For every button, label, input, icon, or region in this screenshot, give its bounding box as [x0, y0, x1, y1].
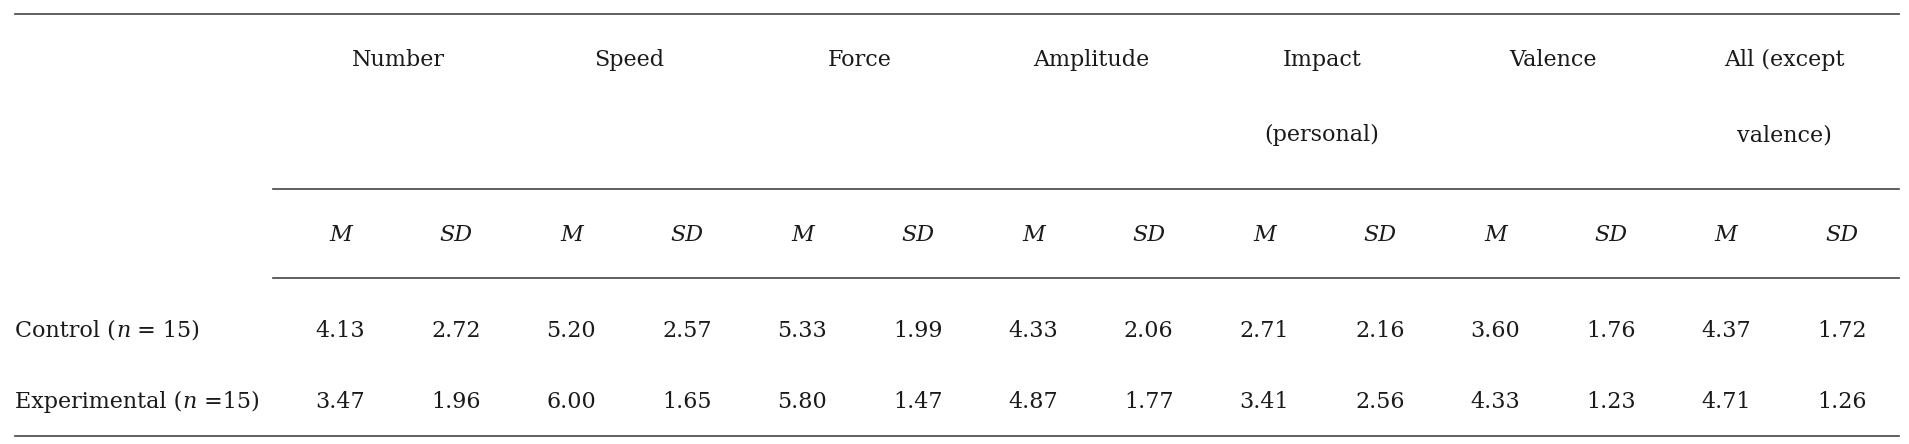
Text: SD: SD	[1363, 224, 1395, 246]
Text: 2.16: 2.16	[1355, 320, 1405, 342]
Text: M: M	[328, 224, 351, 246]
Text: 2.72: 2.72	[431, 320, 481, 342]
Text: 1.72: 1.72	[1817, 320, 1867, 342]
Text: Control (: Control (	[15, 320, 116, 342]
Text: SD: SD	[901, 224, 934, 246]
Text: 4.87: 4.87	[1008, 391, 1058, 413]
Text: M: M	[790, 224, 813, 246]
Text: 4.33: 4.33	[1008, 320, 1058, 342]
Text: valence): valence)	[1737, 124, 1831, 147]
Text: = 15): = 15)	[130, 320, 200, 342]
Text: 2.56: 2.56	[1355, 391, 1405, 413]
Text: 1.23: 1.23	[1586, 391, 1636, 413]
Text: 5.80: 5.80	[777, 391, 827, 413]
Text: 5.20: 5.20	[546, 320, 596, 342]
Text: 1.26: 1.26	[1817, 391, 1867, 413]
Text: (personal): (personal)	[1264, 124, 1380, 147]
Text: Amplitude: Amplitude	[1033, 49, 1149, 71]
Text: SD: SD	[670, 224, 703, 246]
Text: n: n	[116, 320, 130, 342]
Text: 5.33: 5.33	[777, 320, 827, 342]
Text: 3.47: 3.47	[315, 391, 365, 413]
Text: SD: SD	[1594, 224, 1626, 246]
Text: 4.37: 4.37	[1701, 320, 1751, 342]
Text: 1.96: 1.96	[431, 391, 481, 413]
Text: 1.77: 1.77	[1124, 391, 1174, 413]
Text: 3.41: 3.41	[1239, 391, 1289, 413]
Text: Force: Force	[829, 49, 892, 71]
Text: SD: SD	[1132, 224, 1164, 246]
Text: Speed: Speed	[594, 49, 664, 71]
Text: All (except: All (except	[1724, 49, 1844, 71]
Text: Impact: Impact	[1283, 49, 1361, 71]
Text: M: M	[559, 224, 582, 246]
Text: 1.65: 1.65	[662, 391, 712, 413]
Text: 2.06: 2.06	[1124, 320, 1174, 342]
Text: 1.47: 1.47	[893, 391, 943, 413]
Text: n: n	[183, 391, 197, 413]
Text: Experimental (: Experimental (	[15, 391, 183, 413]
Text: Valence: Valence	[1510, 49, 1596, 71]
Text: 4.71: 4.71	[1701, 391, 1751, 413]
Text: 2.71: 2.71	[1239, 320, 1289, 342]
Text: 1.99: 1.99	[893, 320, 943, 342]
Text: SD: SD	[439, 224, 472, 246]
Text: M: M	[1021, 224, 1044, 246]
Text: SD: SD	[1825, 224, 1857, 246]
Text: Number: Number	[351, 49, 445, 71]
Text: M: M	[1714, 224, 1737, 246]
Text: 6.00: 6.00	[546, 391, 596, 413]
Text: =15): =15)	[197, 391, 260, 413]
Text: 4.33: 4.33	[1470, 391, 1520, 413]
Text: 2.57: 2.57	[662, 320, 712, 342]
Text: 3.60: 3.60	[1470, 320, 1520, 342]
Text: 4.13: 4.13	[315, 320, 365, 342]
Text: 1.76: 1.76	[1586, 320, 1636, 342]
Text: M: M	[1483, 224, 1506, 246]
Text: M: M	[1252, 224, 1275, 246]
